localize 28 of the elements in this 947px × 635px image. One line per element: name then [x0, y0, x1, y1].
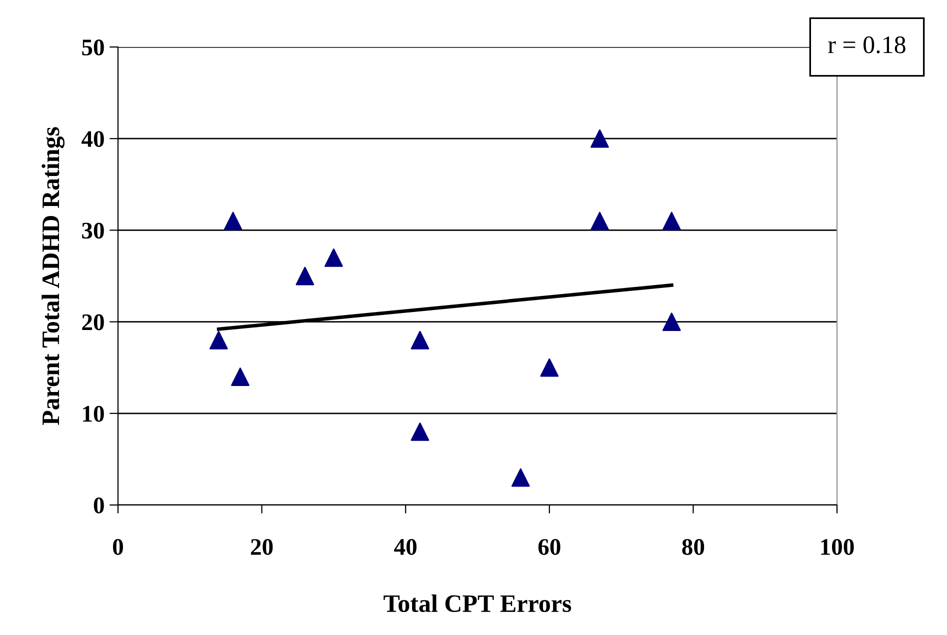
- point: [209, 330, 228, 350]
- x-tick-label: 20: [250, 539, 273, 555]
- point: [511, 468, 530, 487]
- x-tick-label: 0: [112, 539, 124, 555]
- point: [662, 212, 681, 230]
- y-tick-label: 0: [94, 497, 104, 514]
- x-tick-label: 60: [538, 539, 560, 555]
- point: [224, 212, 242, 230]
- y-tick-label: 50: [82, 39, 104, 56]
- y-tick-label: 40: [82, 131, 104, 148]
- x-axis-title: Total CPT Errors: [384, 594, 572, 612]
- y-tick-label: 10: [83, 406, 104, 422]
- point: [590, 129, 609, 148]
- point: [410, 330, 430, 350]
- x-tick-label: 80: [682, 539, 704, 555]
- point: [324, 248, 343, 267]
- y-tick-label: 20: [82, 314, 104, 330]
- point: [590, 212, 609, 230]
- y-tick-label: 30: [82, 222, 104, 239]
- point: [296, 266, 314, 286]
- point: [540, 358, 559, 377]
- y-axis-title: Parent Total ADHD Ratings: [42, 127, 65, 426]
- x-tick-label: 100: [821, 539, 854, 555]
- x-tick-label: 40: [394, 539, 417, 555]
- point: [662, 312, 681, 331]
- point: [410, 422, 430, 441]
- point: [231, 368, 250, 386]
- annotation: r = 0.18: [828, 36, 906, 54]
